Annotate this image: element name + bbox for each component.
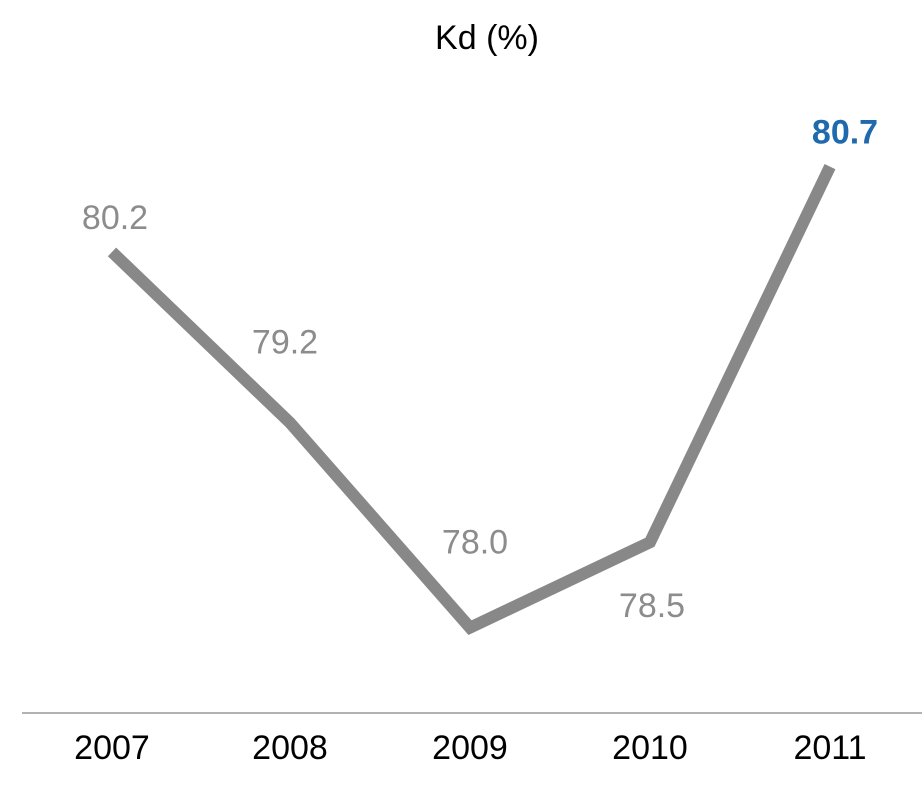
value-label: 78.0 — [442, 524, 508, 562]
line — [107, 164, 836, 635]
x-tick-label: 2011 — [793, 729, 866, 767]
value-label: 79.2 — [252, 324, 318, 362]
value-label: 80.7 — [812, 114, 878, 152]
chart-title: Kd (%) — [435, 19, 539, 57]
x-tick-label: 2008 — [252, 729, 328, 767]
value-label: 78.5 — [619, 587, 685, 625]
x-tick-label: 2007 — [74, 729, 150, 767]
x-tick-label: 2009 — [432, 729, 508, 767]
value-label: 80.2 — [82, 199, 148, 237]
x-tick-label: 2010 — [612, 729, 688, 767]
